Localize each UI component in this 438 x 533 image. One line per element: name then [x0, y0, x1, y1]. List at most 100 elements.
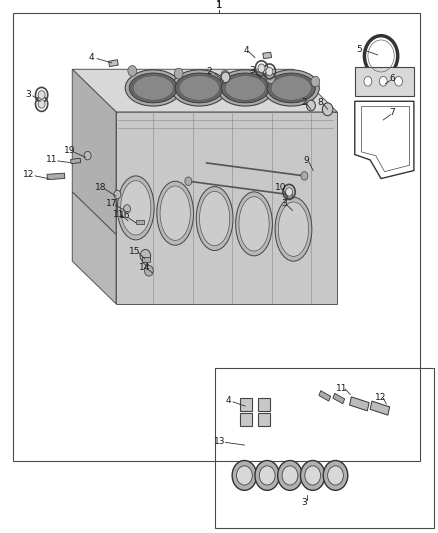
- Bar: [215, 368, 434, 528]
- Polygon shape: [361, 107, 410, 172]
- Circle shape: [311, 76, 320, 87]
- Bar: [240, 413, 252, 426]
- Text: 1: 1: [216, 1, 222, 10]
- Circle shape: [305, 466, 321, 485]
- Text: 18: 18: [95, 183, 106, 192]
- Circle shape: [278, 461, 302, 490]
- Text: 19: 19: [64, 146, 75, 155]
- Circle shape: [128, 66, 137, 76]
- Text: 11: 11: [113, 210, 125, 219]
- Circle shape: [301, 172, 308, 180]
- Ellipse shape: [129, 73, 177, 103]
- Ellipse shape: [267, 73, 315, 103]
- Ellipse shape: [217, 70, 273, 106]
- Ellipse shape: [200, 191, 230, 246]
- Bar: [319, 391, 331, 401]
- Circle shape: [322, 103, 333, 116]
- Text: 9: 9: [304, 157, 310, 165]
- Polygon shape: [72, 192, 116, 304]
- Circle shape: [300, 461, 325, 490]
- Bar: [355, 67, 414, 96]
- Text: 3: 3: [25, 91, 32, 99]
- Circle shape: [38, 91, 45, 99]
- Text: 3: 3: [301, 498, 307, 506]
- Ellipse shape: [117, 176, 154, 240]
- Text: 2: 2: [207, 68, 212, 76]
- Ellipse shape: [225, 76, 265, 100]
- Circle shape: [395, 76, 403, 86]
- Bar: [333, 393, 345, 404]
- Circle shape: [114, 190, 121, 199]
- Circle shape: [323, 461, 348, 490]
- Circle shape: [266, 67, 273, 76]
- Bar: [370, 401, 390, 415]
- Text: 8: 8: [318, 98, 324, 107]
- Circle shape: [286, 188, 293, 196]
- Text: 13: 13: [214, 437, 226, 446]
- Circle shape: [174, 68, 183, 79]
- Text: 3: 3: [249, 66, 255, 75]
- Circle shape: [237, 466, 252, 485]
- Ellipse shape: [171, 70, 227, 106]
- Ellipse shape: [236, 192, 272, 256]
- Ellipse shape: [239, 197, 269, 251]
- Circle shape: [282, 466, 298, 485]
- Polygon shape: [72, 69, 337, 112]
- Ellipse shape: [263, 70, 319, 106]
- Circle shape: [364, 76, 372, 86]
- Bar: [71, 158, 81, 164]
- Text: 4: 4: [88, 53, 94, 61]
- Circle shape: [221, 70, 230, 81]
- Text: 5: 5: [356, 45, 362, 53]
- Bar: [350, 397, 369, 411]
- Text: 15: 15: [129, 247, 141, 256]
- Ellipse shape: [271, 76, 311, 100]
- Circle shape: [266, 73, 275, 84]
- Circle shape: [259, 466, 275, 485]
- Text: 7: 7: [389, 109, 395, 117]
- Circle shape: [232, 461, 257, 490]
- Ellipse shape: [175, 73, 223, 103]
- Circle shape: [38, 100, 45, 108]
- Text: 10: 10: [275, 183, 286, 192]
- Polygon shape: [109, 60, 118, 67]
- Ellipse shape: [279, 202, 308, 256]
- Ellipse shape: [125, 70, 181, 106]
- Circle shape: [140, 249, 151, 262]
- Ellipse shape: [133, 76, 173, 100]
- Circle shape: [286, 190, 293, 199]
- Circle shape: [185, 177, 192, 185]
- Text: 11: 11: [336, 384, 347, 392]
- Bar: [136, 220, 144, 224]
- Polygon shape: [116, 112, 337, 304]
- Ellipse shape: [179, 76, 219, 100]
- Circle shape: [255, 461, 279, 490]
- Bar: [13, 13, 420, 461]
- Text: 16: 16: [119, 212, 131, 220]
- Circle shape: [221, 72, 230, 83]
- Circle shape: [379, 76, 387, 86]
- Ellipse shape: [275, 197, 312, 261]
- Ellipse shape: [157, 181, 194, 245]
- Text: 17: 17: [106, 199, 117, 208]
- Text: 4: 4: [244, 46, 249, 54]
- Circle shape: [84, 151, 91, 160]
- Bar: [47, 173, 65, 180]
- Text: 2: 2: [302, 98, 307, 107]
- Circle shape: [145, 265, 153, 276]
- Polygon shape: [263, 52, 272, 59]
- Ellipse shape: [196, 187, 233, 251]
- Ellipse shape: [221, 73, 269, 103]
- Bar: [258, 398, 270, 411]
- Circle shape: [124, 205, 131, 213]
- Bar: [142, 257, 150, 262]
- Circle shape: [328, 466, 343, 485]
- Text: 14: 14: [139, 263, 150, 272]
- Ellipse shape: [160, 186, 190, 240]
- Text: 6: 6: [389, 74, 395, 83]
- Text: 3: 3: [281, 199, 287, 208]
- Text: 4: 4: [226, 397, 231, 405]
- Text: 12: 12: [23, 171, 34, 179]
- Text: 1: 1: [215, 1, 223, 10]
- Circle shape: [258, 64, 265, 72]
